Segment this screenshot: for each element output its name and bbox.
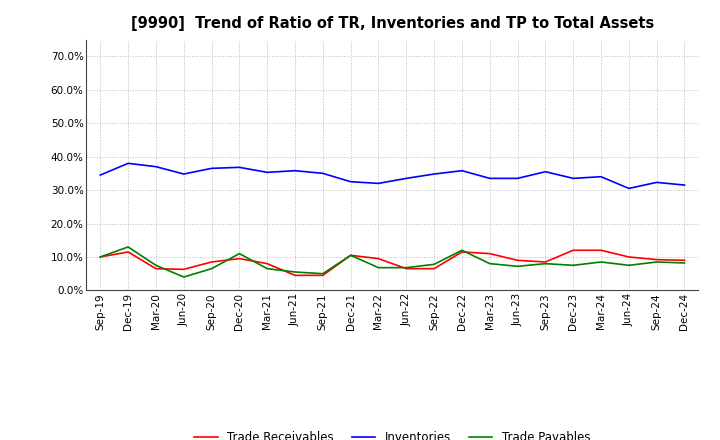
Inventories (207, 166, 216, 171)
Inventories (235, 165, 243, 170)
Inventories (124, 161, 132, 166)
Inventories (569, 176, 577, 181)
Trade Payables (291, 269, 300, 275)
Trade Receivables (430, 266, 438, 271)
Inventories (680, 183, 689, 188)
Trade Receivables (235, 256, 243, 261)
Trade Receivables (513, 258, 522, 263)
Inventories (485, 176, 494, 181)
Inventories (179, 172, 188, 177)
Inventories (402, 176, 410, 181)
Inventories (513, 176, 522, 181)
Trade Receivables (96, 254, 104, 260)
Trade Receivables (597, 248, 606, 253)
Trade Payables (458, 248, 467, 253)
Trade Receivables (179, 267, 188, 272)
Trade Receivables (652, 257, 661, 262)
Trade Payables (263, 266, 271, 271)
Trade Payables (152, 263, 161, 268)
Title: [9990]  Trend of Ratio of TR, Inventories and TP to Total Assets: [9990] Trend of Ratio of TR, Inventories… (131, 16, 654, 32)
Trade Receivables (485, 251, 494, 256)
Trade Receivables (152, 266, 161, 271)
Trade Receivables (541, 259, 550, 264)
Trade Payables (513, 264, 522, 269)
Trade Receivables (263, 261, 271, 266)
Inventories (541, 169, 550, 174)
Inventories (318, 171, 327, 176)
Trade Payables (402, 265, 410, 270)
Inventories (652, 180, 661, 185)
Line: Trade Payables: Trade Payables (100, 247, 685, 277)
Inventories (346, 179, 355, 184)
Inventories (430, 172, 438, 177)
Trade Receivables (569, 248, 577, 253)
Trade Payables (207, 266, 216, 271)
Inventories (624, 186, 633, 191)
Trade Payables (652, 259, 661, 264)
Trade Payables (235, 251, 243, 256)
Trade Receivables (124, 249, 132, 255)
Inventories (458, 168, 467, 173)
Trade Payables (346, 253, 355, 258)
Inventories (263, 170, 271, 175)
Trade Payables (485, 261, 494, 266)
Trade Receivables (374, 256, 383, 261)
Trade Receivables (346, 253, 355, 258)
Trade Receivables (624, 254, 633, 260)
Trade Receivables (680, 258, 689, 263)
Trade Payables (624, 263, 633, 268)
Line: Inventories: Inventories (100, 163, 685, 188)
Inventories (374, 181, 383, 186)
Trade Receivables (207, 259, 216, 264)
Trade Payables (680, 260, 689, 266)
Trade Payables (374, 265, 383, 270)
Trade Receivables (402, 266, 410, 271)
Inventories (291, 168, 300, 173)
Trade Payables (541, 261, 550, 266)
Inventories (597, 174, 606, 180)
Trade Payables (318, 271, 327, 276)
Trade Payables (430, 262, 438, 267)
Trade Payables (597, 259, 606, 264)
Trade Payables (179, 275, 188, 280)
Trade Receivables (291, 273, 300, 278)
Inventories (96, 172, 104, 178)
Trade Receivables (458, 249, 467, 255)
Inventories (152, 164, 161, 169)
Trade Receivables (318, 273, 327, 278)
Legend: Trade Receivables, Inventories, Trade Payables: Trade Receivables, Inventories, Trade Pa… (189, 427, 595, 440)
Trade Payables (569, 263, 577, 268)
Trade Payables (96, 254, 104, 260)
Trade Payables (124, 244, 132, 249)
Line: Trade Receivables: Trade Receivables (100, 250, 685, 275)
